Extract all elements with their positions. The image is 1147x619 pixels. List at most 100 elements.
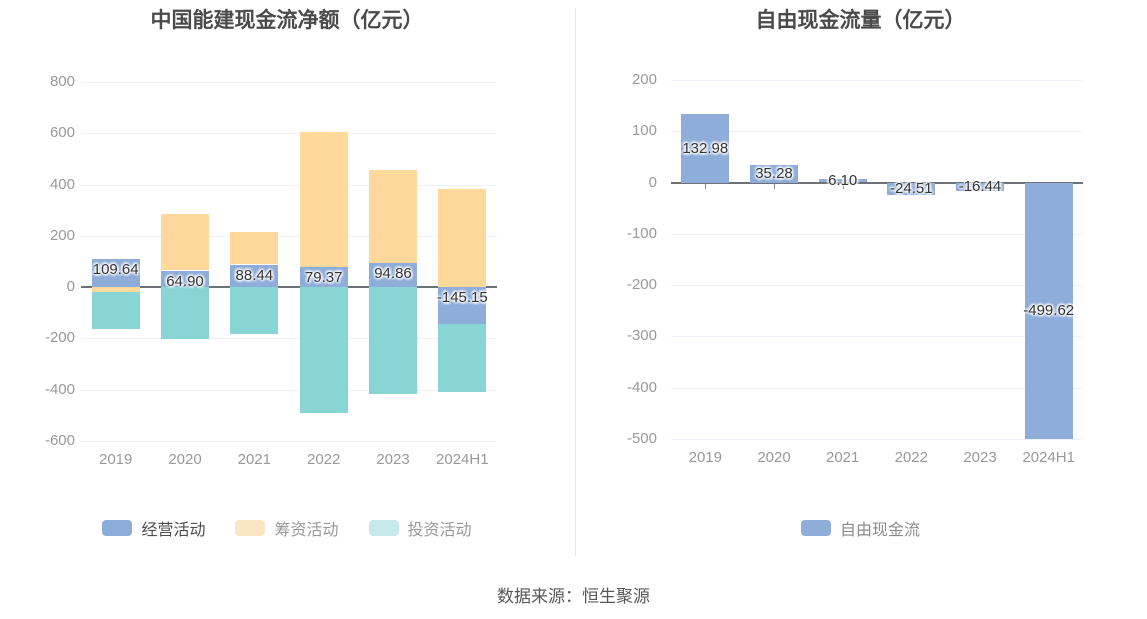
- data-label-2023: -16.44: [958, 177, 1002, 195]
- bar-segment-投资活动-2023[interactable]: [369, 287, 417, 394]
- panel-divider: [575, 8, 576, 556]
- legend-item-investing[interactable]: 投资活动: [368, 516, 472, 540]
- left-chart-legend: 经营活动 筹资活动 投资活动: [0, 516, 574, 540]
- bar-segment-经营活动-2022[interactable]: [299, 266, 348, 288]
- gridline: [81, 389, 497, 391]
- data-label-2020: 35.28: [755, 164, 793, 182]
- x-axis-tick-label: 2020: [168, 451, 202, 468]
- y-axis-tick-label: 0: [648, 173, 657, 191]
- x-axis-tick-label: 2020: [757, 449, 791, 466]
- bar-segment-筹资活动-2019[interactable]: [91, 287, 140, 293]
- bar-segment-经营活动-2023[interactable]: [369, 262, 417, 288]
- data-label-2020: 64.90: [166, 272, 204, 290]
- x-axis-tick: [842, 183, 844, 189]
- x-axis-tick-label: 2021: [826, 449, 860, 466]
- data-label-2023: 94.86: [374, 264, 412, 282]
- legend-label-investing: 投资活动: [407, 522, 472, 539]
- bar-segment-投资活动-2019[interactable]: [91, 292, 140, 329]
- gridline: [671, 387, 1083, 389]
- y-axis-tick-label: -600: [44, 432, 75, 449]
- data-label-2022: 79.37: [304, 268, 343, 286]
- x-axis-tick: [705, 183, 707, 189]
- bar-segment-筹资活动-2020[interactable]: [161, 214, 209, 271]
- bar-segment-经营活动-2020[interactable]: [161, 270, 209, 288]
- bar-segment-筹资活动-2024H1[interactable]: [438, 188, 487, 288]
- bar-segment-经营活动-2021[interactable]: [230, 264, 279, 288]
- legend-item-operating[interactable]: 经营活动: [102, 516, 205, 540]
- y-axis-tick-label: -200: [626, 276, 657, 294]
- gridline: [81, 184, 497, 186]
- gridline: [671, 285, 1083, 287]
- y-axis-tick-label: 600: [49, 124, 75, 142]
- left-chart-title: 中国能建现金流净额（亿元）: [150, 9, 424, 32]
- gridline: [81, 82, 497, 83]
- gridline: [671, 439, 1083, 440]
- bar-segment-筹资活动-2021[interactable]: [230, 231, 279, 265]
- bar-segment-经营活动-2024H1[interactable]: [438, 287, 487, 325]
- data-label-2019: 132.98: [682, 139, 729, 157]
- x-axis-tick-label: 2022: [894, 449, 928, 466]
- bar-segment-投资活动-2022[interactable]: [299, 287, 348, 414]
- legend-label-operating: 经营活动: [141, 522, 206, 539]
- right-chart-title: 自由现金流量（亿元）: [755, 9, 966, 32]
- y-axis-tick-label: 100: [631, 122, 657, 140]
- y-axis-tick-label: -100: [626, 224, 657, 242]
- gridline: [81, 441, 497, 442]
- y-axis-tick-label: -400: [44, 380, 75, 398]
- data-label-2019: 109.64: [92, 261, 139, 278]
- x-axis-tick-label: 2022: [307, 451, 341, 468]
- y-axis-tick-label: -300: [626, 327, 657, 345]
- bar-segment-自由现金流-2023[interactable]: [956, 182, 1004, 191]
- bar-segment-投资活动-2020[interactable]: [161, 287, 209, 339]
- x-axis-tick-label: 2024H1: [436, 451, 489, 468]
- bar-segment-自由现金流-2022[interactable]: [887, 182, 936, 196]
- y-axis-tick-label: -400: [626, 378, 657, 396]
- data-label-2021: 88.44: [235, 266, 274, 284]
- y-axis-tick-label: -200: [44, 329, 75, 347]
- gridline: [81, 133, 497, 135]
- y-axis-tick-label: 0: [66, 278, 75, 296]
- data-source-note: 数据来源：恒生聚源: [497, 587, 650, 606]
- x-axis-tick-label: 2019: [688, 449, 722, 466]
- gridline: [671, 131, 1083, 133]
- x-axis-tick-label: 2021: [237, 451, 271, 468]
- legend-item-financing[interactable]: 筹资活动: [235, 516, 339, 540]
- bar-segment-自由现金流-2020[interactable]: [750, 164, 798, 183]
- bar-segment-投资活动-2021[interactable]: [230, 287, 279, 335]
- x-axis-tick-label: 2023: [376, 451, 410, 468]
- x-axis-tick-label: 2019: [99, 451, 133, 468]
- y-axis-tick-label: 400: [49, 175, 75, 193]
- free-cash-flow-swatch-icon: [800, 520, 831, 536]
- y-axis-tick-label: 200: [631, 71, 657, 88]
- legend-item-free-cash-flow[interactable]: 自由现金流: [800, 516, 920, 540]
- y-axis-tick-label: 800: [49, 73, 75, 90]
- legend-label-free-cash-flow: 自由现金流: [839, 522, 920, 539]
- gridline: [671, 80, 1083, 81]
- gridline: [671, 233, 1083, 235]
- bar-segment-投资活动-2024H1[interactable]: [438, 324, 487, 393]
- operating-swatch-icon: [102, 520, 133, 536]
- legend-label-financing: 筹资活动: [274, 522, 339, 539]
- zero-axis-line: [81, 286, 497, 289]
- bar-segment-自由现金流-2021[interactable]: [818, 179, 867, 183]
- x-axis-tick: [774, 183, 775, 189]
- bar-segment-自由现金流-2019[interactable]: [681, 114, 730, 183]
- y-axis-tick-label: 200: [49, 226, 75, 244]
- gridline: [671, 336, 1083, 338]
- bar-segment-筹资活动-2022[interactable]: [299, 131, 348, 267]
- x-axis-tick-label: 2024H1: [1022, 449, 1075, 466]
- bar-segment-筹资活动-2023[interactable]: [369, 170, 417, 263]
- right-chart-legend: 自由现金流: [574, 516, 1147, 540]
- gridline: [81, 235, 497, 237]
- data-label-2024H1: -499.62: [1023, 301, 1075, 319]
- y-axis-tick-label: -500: [626, 430, 657, 447]
- gridline: [81, 338, 497, 340]
- zero-axis-line: [671, 181, 1083, 184]
- bar-segment-经营活动-2019[interactable]: [91, 259, 140, 288]
- data-label-2021: 6.10: [828, 172, 858, 189]
- data-label-2022: -24.51: [890, 179, 933, 197]
- bar-segment-自由现金流-2024H1[interactable]: [1024, 182, 1073, 439]
